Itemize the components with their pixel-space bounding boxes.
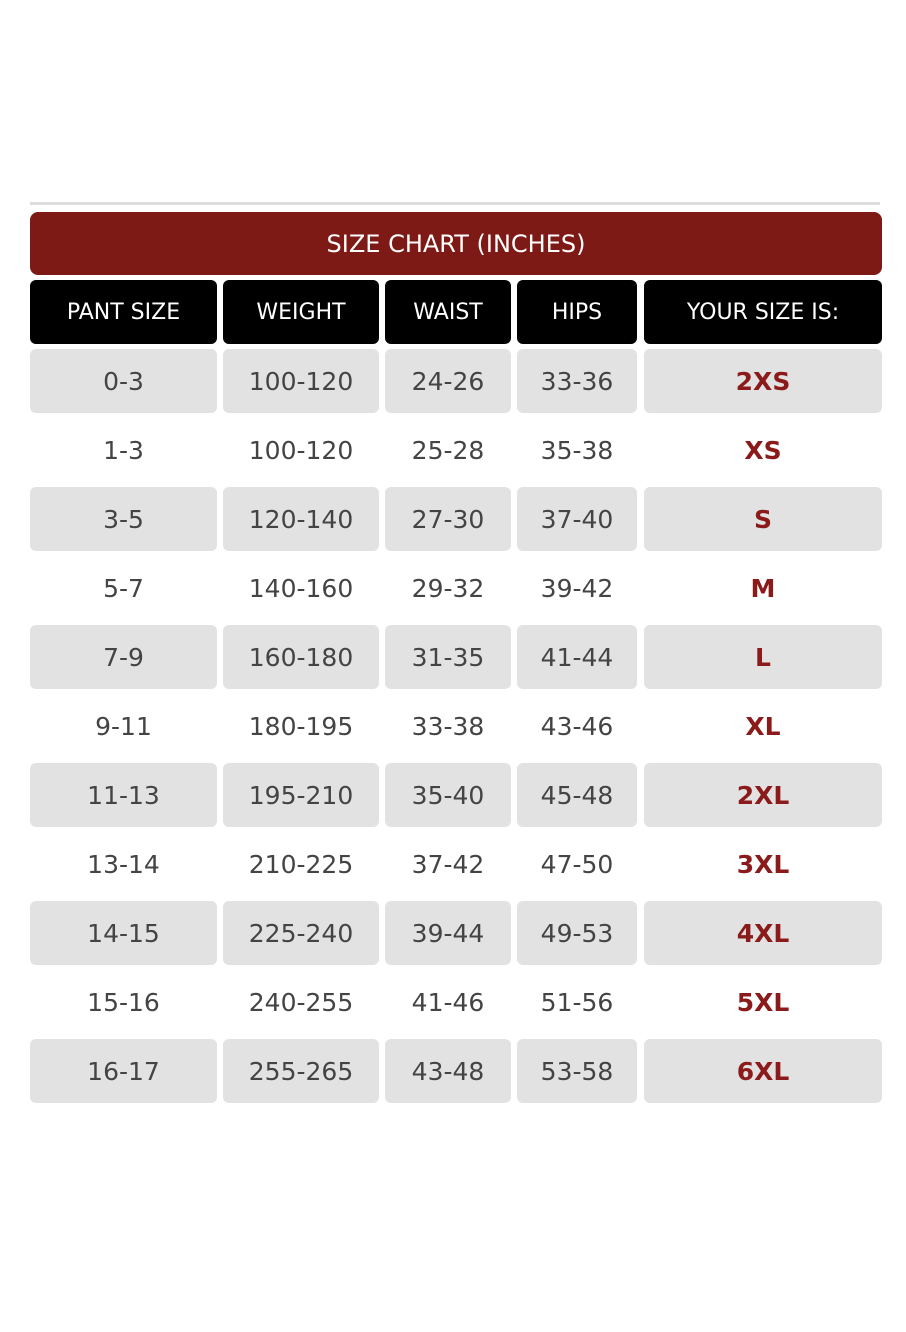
table-cell: 43-46 [540, 711, 614, 741]
table-cell: 11-13 [30, 763, 217, 827]
size-cell: S [644, 487, 882, 551]
table-cell: 9-11 [95, 711, 152, 741]
size-cell: XS [744, 435, 782, 465]
table-cell: 37-40 [517, 487, 637, 551]
table-cell: 53-58 [517, 1039, 637, 1103]
divider [30, 202, 880, 205]
column-header: WEIGHT [223, 280, 379, 344]
table-cell: 180-195 [248, 711, 354, 741]
table-cell: 100-120 [248, 435, 354, 465]
table-cell: 35-38 [540, 435, 614, 465]
size-cell: 2XL [644, 763, 882, 827]
table-cell: 5-7 [103, 573, 144, 603]
column-header: HIPS [517, 280, 637, 344]
table-cell: 120-140 [223, 487, 379, 551]
table-cell: 210-225 [248, 849, 354, 879]
size-cell: 2XS [644, 349, 882, 413]
table-cell: 49-53 [517, 901, 637, 965]
size-cell: 5XL [736, 987, 790, 1017]
table-cell: 100-120 [223, 349, 379, 413]
table-cell: 33-36 [517, 349, 637, 413]
table-cell: 37-42 [411, 849, 485, 879]
table-cell: 35-40 [385, 763, 511, 827]
table-cell: 240-255 [248, 987, 354, 1017]
chart-title: SIZE CHART (INCHES) [30, 212, 882, 275]
column-header: WAIST [385, 280, 511, 344]
table-cell: 14-15 [30, 901, 217, 965]
column-header: YOUR SIZE IS: [644, 280, 882, 344]
size-cell: 3XL [736, 849, 790, 879]
table-cell: 13-14 [87, 849, 160, 879]
table-cell: 16-17 [30, 1039, 217, 1103]
size-cell: 4XL [644, 901, 882, 965]
table-cell: 33-38 [411, 711, 485, 741]
table-cell: 39-44 [385, 901, 511, 965]
table-cell: 25-28 [411, 435, 485, 465]
table-cell: 45-48 [517, 763, 637, 827]
size-cell: XL [745, 711, 781, 741]
table-cell: 225-240 [223, 901, 379, 965]
table-cell: 41-44 [517, 625, 637, 689]
table-cell: 41-46 [411, 987, 485, 1017]
table-cell: 140-160 [248, 573, 354, 603]
table-cell: 160-180 [223, 625, 379, 689]
table-cell: 1-3 [103, 435, 144, 465]
table-cell: 51-56 [540, 987, 614, 1017]
size-cell: 6XL [644, 1039, 882, 1103]
size-cell: L [644, 625, 882, 689]
table-cell: 195-210 [223, 763, 379, 827]
table-cell: 3-5 [30, 487, 217, 551]
table-cell: 15-16 [87, 987, 160, 1017]
table-cell: 31-35 [385, 625, 511, 689]
table-cell: 7-9 [30, 625, 217, 689]
table-cell: 255-265 [223, 1039, 379, 1103]
column-header: PANT SIZE [30, 280, 217, 344]
table-cell: 47-50 [540, 849, 614, 879]
table-cell: 24-26 [385, 349, 511, 413]
table-cell: 43-48 [385, 1039, 511, 1103]
table-cell: 27-30 [385, 487, 511, 551]
table-cell: 0-3 [30, 349, 217, 413]
table-cell: 29-32 [411, 573, 485, 603]
size-cell: M [750, 573, 776, 603]
table-cell: 39-42 [540, 573, 614, 603]
